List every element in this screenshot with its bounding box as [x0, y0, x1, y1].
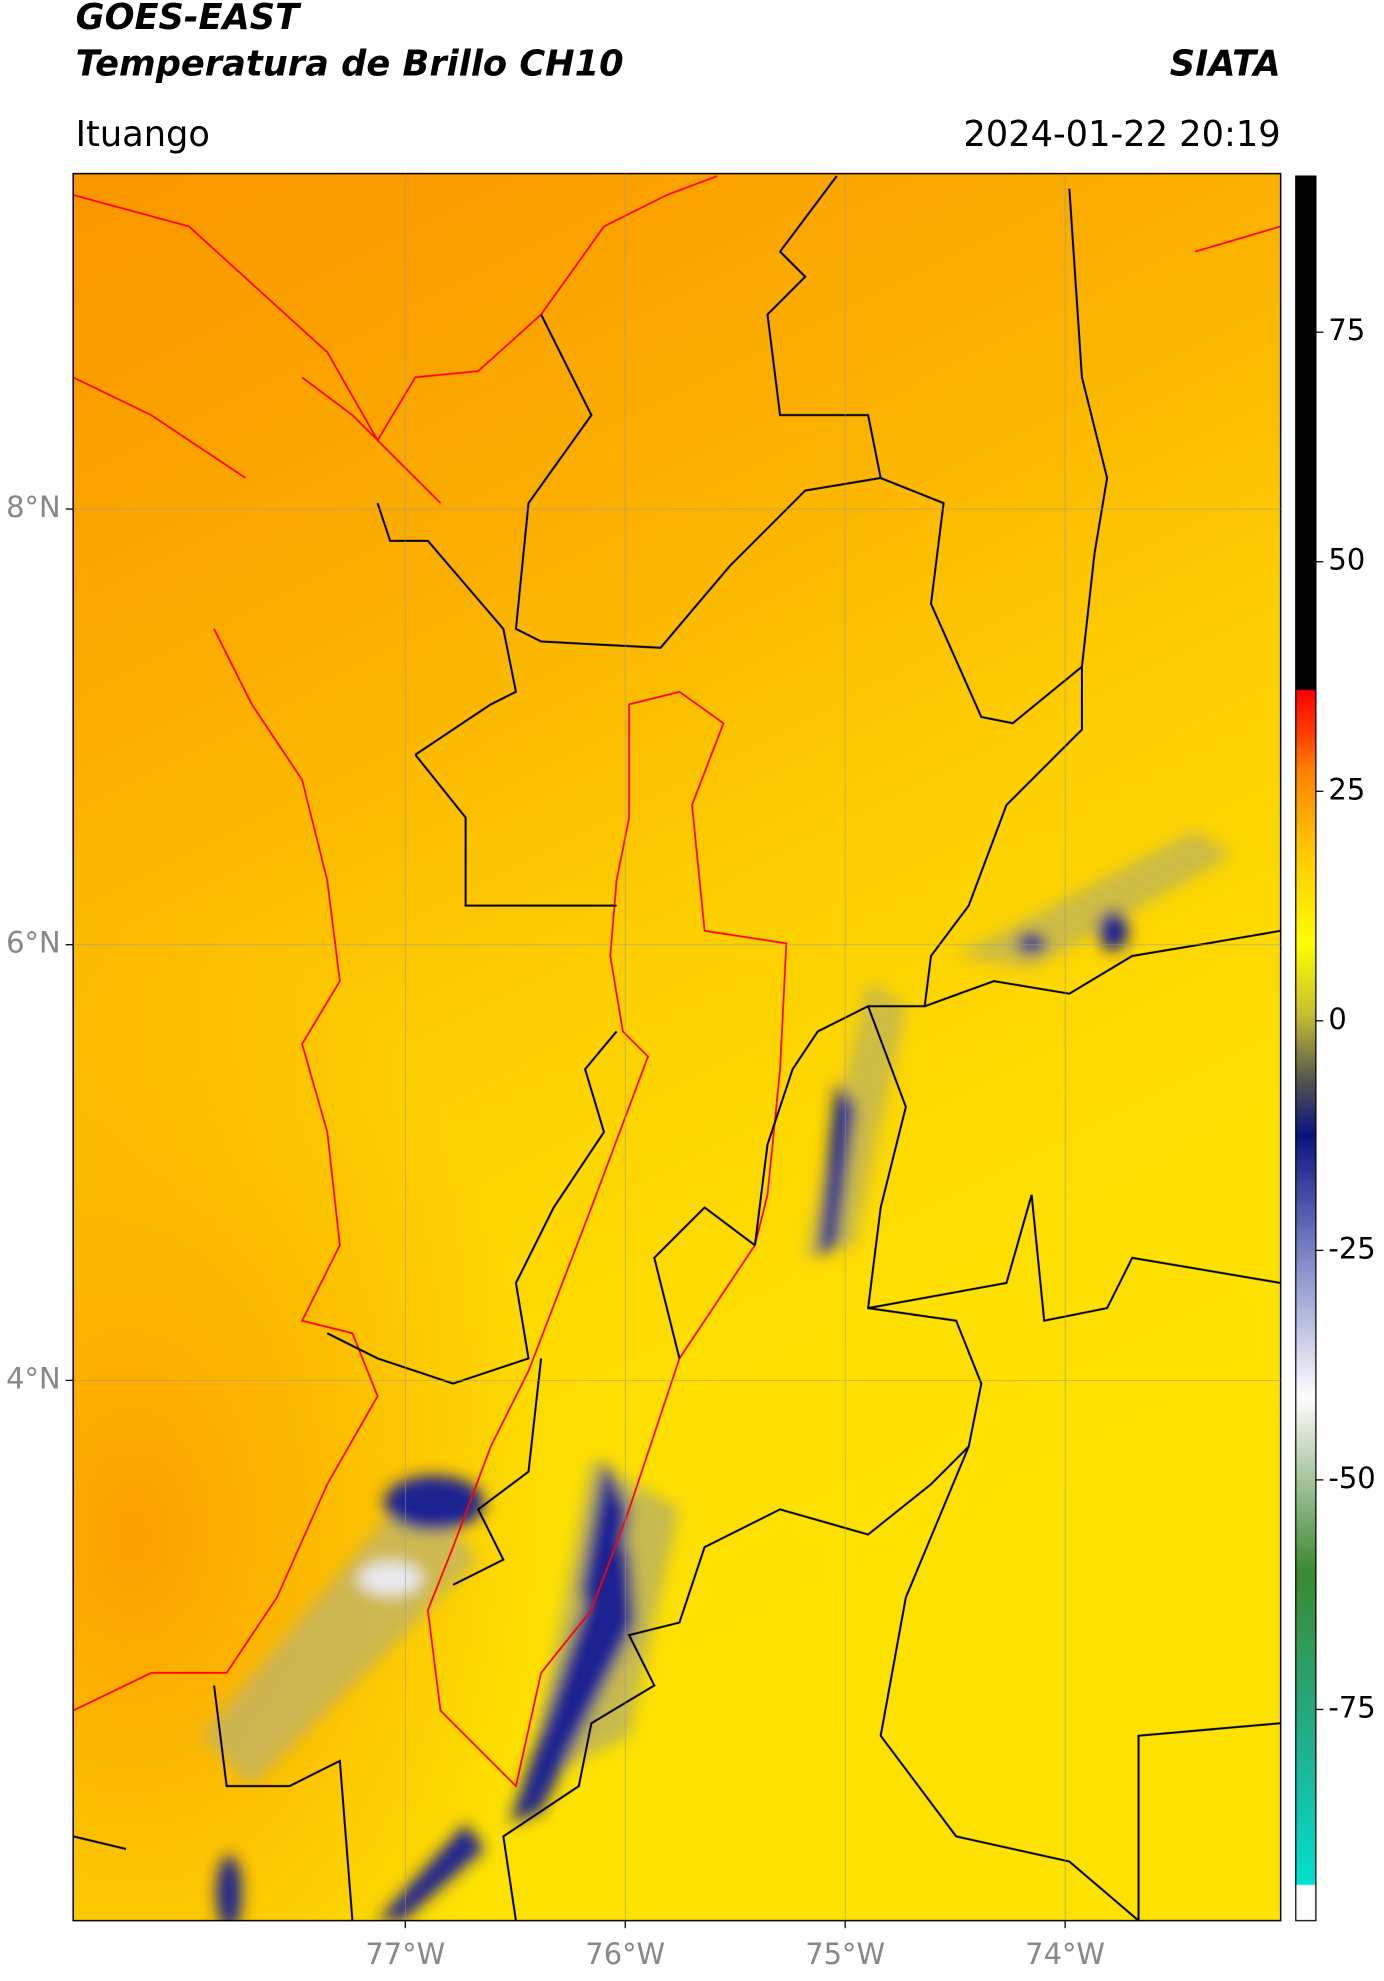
colorbar-tick-label: -25 — [1328, 1231, 1375, 1265]
map-field — [73, 173, 1281, 1921]
y-tick-label: 6°N — [6, 926, 60, 960]
x-tick-label: 77°W — [365, 1937, 445, 1971]
map — [73, 173, 1281, 1921]
x-tick-label: 75°W — [805, 1937, 885, 1971]
x-tick-label: 74°W — [1025, 1937, 1105, 1971]
boundary — [73, 175, 1281, 1921]
x-tick-label: 76°W — [585, 1937, 665, 1971]
y-tick-label: 8°N — [6, 490, 60, 524]
colorbar-tick-label: 0 — [1328, 1002, 1346, 1036]
colorbar-tick-label: 75 — [1328, 313, 1365, 347]
colorbar — [1295, 175, 1317, 1922]
colorbar-tick-label: 50 — [1328, 543, 1365, 577]
colorbar-tick-label: -75 — [1328, 1690, 1375, 1724]
map-frame — [72, 172, 1282, 1922]
title: GOES-EAST — [76, 0, 302, 38]
red-boundary — [73, 175, 1281, 1788]
source: SIATA — [1170, 43, 1281, 84]
y-tick-label: 4°N — [6, 1361, 60, 1395]
subtitle: Temperatura de Brillo CH10 — [76, 43, 624, 84]
cloud-tops — [201, 830, 1233, 1921]
colorbar-tick-label: -50 — [1328, 1461, 1375, 1495]
colorbar-tick-label: 25 — [1328, 772, 1365, 806]
datetime: 2024-01-22 20:19 — [963, 114, 1280, 155]
region: Ituango — [76, 114, 210, 155]
